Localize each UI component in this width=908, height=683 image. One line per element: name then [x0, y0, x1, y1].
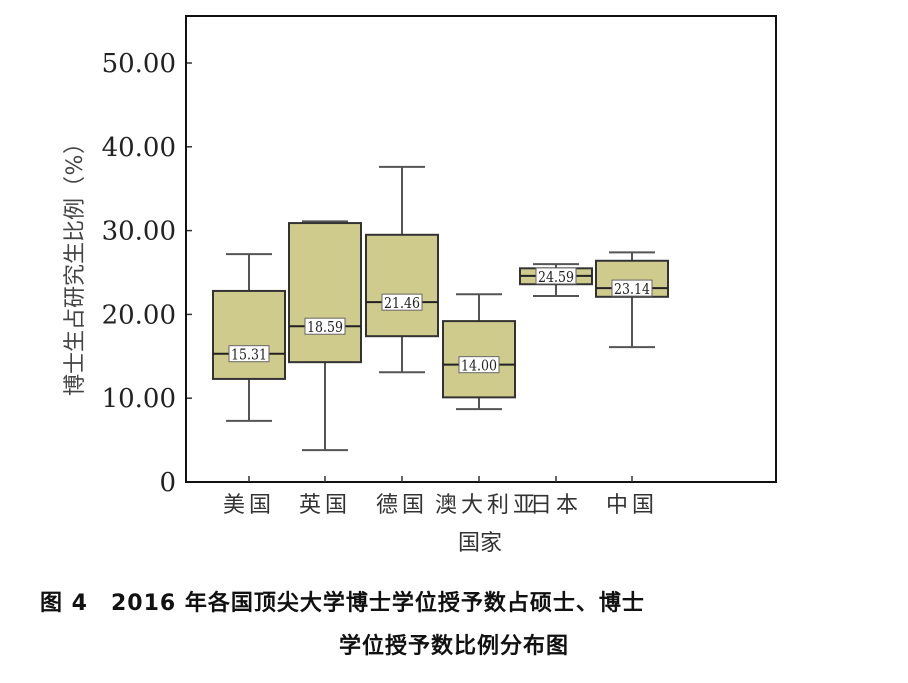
x-tick-label: 英国	[299, 493, 351, 518]
y-tick-label: 30.00	[102, 217, 176, 247]
box-0: 15.31	[212, 253, 286, 422]
median-label: 15.31	[231, 346, 267, 364]
svg-text:比: 比	[63, 220, 88, 242]
svg-text:%: %	[63, 155, 88, 176]
x-tick-label: 美国	[223, 493, 275, 518]
svg-text:士: 士	[63, 352, 88, 374]
y-axis-ticks: 0 10.00 20.00 30.00 40.00 50.00	[102, 49, 192, 498]
x-axis-label: 国家	[458, 531, 502, 556]
svg-text:例: 例	[63, 198, 88, 220]
svg-text:）: ）	[63, 132, 88, 154]
svg-text:（: （	[63, 176, 88, 198]
plot-frame	[185, 15, 777, 483]
figure-caption-line1: 图 4 2016 年各国顶尖大学博士学位授予数占硕士、博士	[40, 591, 645, 616]
median-label: 24.59	[538, 268, 574, 286]
median-label: 23.14	[614, 280, 650, 298]
svg-text:研: 研	[63, 286, 88, 308]
box-4: 24.59	[519, 263, 593, 297]
y-tick-label: 20.00	[102, 300, 176, 330]
y-tick-label: 10.00	[102, 384, 176, 414]
median-label: 18.59	[307, 318, 343, 336]
box-series: 15.31 18.59 21.46 14.00 24.59 23.14	[212, 165, 669, 452]
box-1: 18.59	[288, 220, 362, 452]
box-3: 14.00	[442, 293, 516, 411]
figure-caption-line2: 学位授予数比例分布图	[338, 634, 569, 659]
y-tick-label: 0	[159, 468, 176, 498]
box-5: 23.14	[595, 251, 669, 349]
x-tick-label: 澳大利亚	[435, 493, 539, 518]
x-tick-label: 日本	[530, 493, 582, 518]
box-2: 21.46	[365, 165, 439, 374]
svg-text:生: 生	[63, 330, 88, 352]
median-label: 21.46	[384, 294, 420, 312]
y-tick-label: 40.00	[102, 133, 176, 163]
y-tick-label: 50.00	[102, 49, 176, 79]
median-label: 14.00	[461, 357, 497, 375]
x-tick-label: 中国	[606, 493, 658, 518]
svg-text:博: 博	[63, 374, 88, 396]
svg-text:究: 究	[63, 264, 88, 286]
svg-text:生: 生	[63, 242, 88, 264]
svg-text:占: 占	[63, 308, 88, 330]
x-tick-label: 德国	[376, 493, 428, 518]
